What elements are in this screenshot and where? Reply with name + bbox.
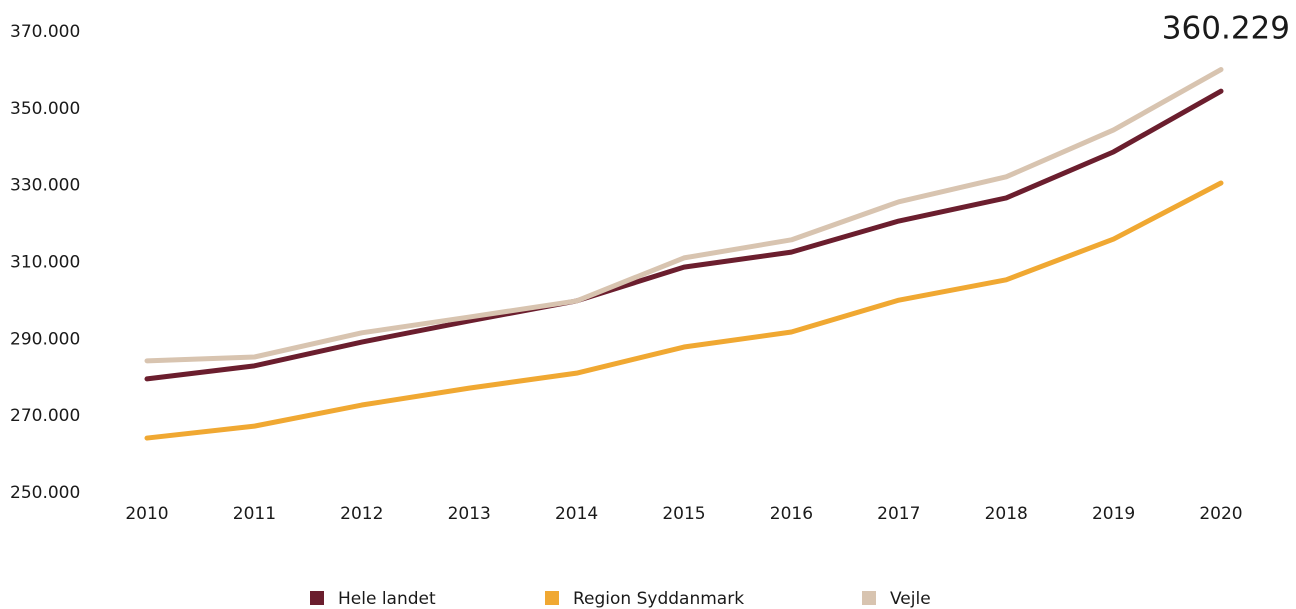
x-tick-label: 2016 [770, 504, 813, 524]
legend-label: Vejle [890, 589, 931, 609]
x-tick-label: 2019 [1092, 504, 1135, 524]
x-tick-label: 2018 [985, 504, 1028, 524]
line [144, 67, 1224, 364]
x-tick-label: 2010 [125, 504, 168, 524]
x-tick-label: 2015 [662, 504, 705, 524]
y-tick-label: 370.000 [10, 22, 80, 42]
x-tick-label: 2013 [448, 504, 491, 524]
x-tick-label: 2012 [340, 504, 383, 524]
y-tick-label: 350.000 [10, 99, 80, 119]
legend-label: Region Syddanmark [573, 589, 744, 609]
y-tick-label: 270.000 [10, 406, 80, 426]
x-tick-label: 2017 [877, 504, 920, 524]
x-tick-label: 2014 [555, 504, 598, 524]
annotation: 360.229 [1162, 11, 1290, 47]
line [144, 180, 1224, 441]
x-tick-label: 2011 [233, 504, 276, 524]
y-tick-label: 330.000 [10, 176, 80, 196]
legend-swatch [862, 591, 876, 605]
line [144, 88, 1224, 382]
y-tick-label: 310.000 [10, 253, 80, 273]
legend-swatch [310, 591, 324, 605]
y-tick-label: 250.000 [10, 483, 80, 503]
legend-swatch [545, 591, 559, 605]
y-tick-label: 290.000 [10, 329, 80, 349]
legend-label: Hele landet [338, 589, 436, 609]
x-tick-label: 2020 [1199, 504, 1242, 524]
